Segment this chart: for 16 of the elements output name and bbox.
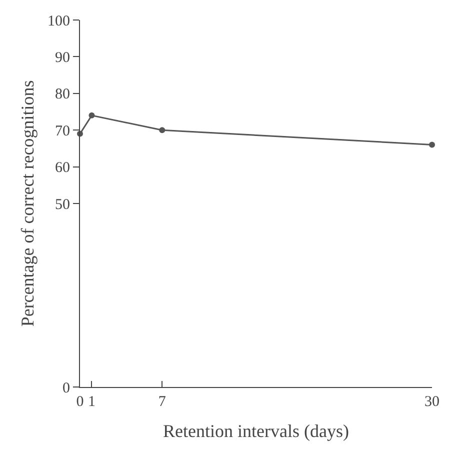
y-tick-label: 60	[55, 160, 70, 176]
x-axis-title: Retention intervals (days)	[163, 421, 349, 442]
x-tick-label: 7	[158, 394, 166, 410]
x-tick-label: 0	[76, 394, 84, 410]
y-tick-label: 50	[55, 196, 70, 213]
x-tick-label: 1	[88, 394, 96, 410]
x-tick-label: 30	[424, 394, 440, 410]
y-tick-label: 70	[55, 123, 70, 140]
y-tick-label: 90	[55, 50, 70, 66]
y-tick-label: 0	[62, 380, 70, 396]
point	[88, 112, 95, 118]
point	[159, 127, 166, 134]
y-tick-label: 100	[48, 13, 70, 30]
y-tick-label: 80	[55, 86, 70, 103]
point	[429, 142, 435, 148]
y-axis-title: Percentage of correct recognitions	[18, 80, 38, 327]
